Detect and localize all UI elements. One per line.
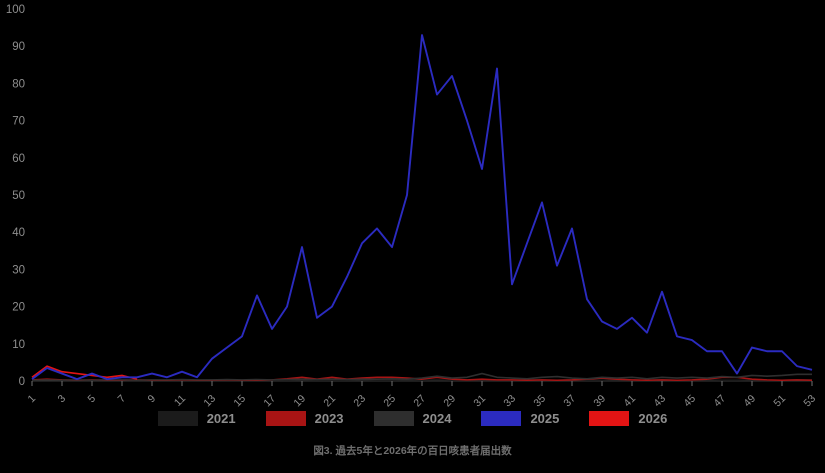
series-line-2025 xyxy=(31,34,813,381)
x-tick-label: 27 xyxy=(411,393,428,410)
x-tick-label: 37 xyxy=(561,393,578,410)
legend-label-2025: 2025 xyxy=(530,411,560,426)
legend-label-2023: 2023 xyxy=(314,411,344,426)
x-tick-label: 47 xyxy=(711,393,728,410)
y-tick-label: 0 xyxy=(19,376,25,388)
x-tick-label: 33 xyxy=(501,393,518,410)
x-tick-label: 13 xyxy=(201,393,218,410)
x-tick-label: 1 xyxy=(26,393,39,406)
legend-swatch-2025 xyxy=(481,411,522,426)
x-tick-label: 25 xyxy=(381,393,398,410)
y-tick-label: 10 xyxy=(12,339,25,351)
x-tick-label: 29 xyxy=(441,393,458,410)
x-tick-label: 11 xyxy=(172,393,188,409)
chart-title: 図3. 過去5年と2026年の百日咳患者届出数 xyxy=(313,445,512,457)
x-tick-label: 23 xyxy=(351,393,368,410)
legend-swatch-2024 xyxy=(373,411,414,426)
x-tick-label: 15 xyxy=(231,393,248,410)
x-tick-label: 7 xyxy=(116,393,129,406)
x-tick-label: 19 xyxy=(291,393,308,410)
legend-item-2021: 2021 xyxy=(157,411,236,426)
legend-item-2026: 2026 xyxy=(589,411,667,426)
x-tick-label: 31 xyxy=(471,393,488,410)
legend-label-2024: 2024 xyxy=(422,411,452,426)
x-tick-label: 5 xyxy=(86,393,99,406)
y-tick-label: 40 xyxy=(12,227,25,239)
x-tick-label: 21 xyxy=(321,393,338,410)
legend-swatch-2021 xyxy=(157,411,198,426)
legend-item-2023: 2023 xyxy=(265,411,344,426)
y-tick-label: 60 xyxy=(12,153,25,165)
x-tick-label: 39 xyxy=(591,393,608,410)
legend-item-2025: 2025 xyxy=(481,411,559,426)
x-tick-label: 41 xyxy=(621,393,638,410)
y-tick-label: 20 xyxy=(12,302,25,314)
y-tick-label: 80 xyxy=(12,78,25,90)
x-tick-label: 43 xyxy=(651,393,668,410)
legend-label-2021: 2021 xyxy=(206,411,236,426)
x-tick-label: 9 xyxy=(146,393,159,406)
series-line-2026 xyxy=(31,365,138,380)
x-tick-label: 45 xyxy=(681,393,698,410)
series-line-2024 xyxy=(31,372,812,382)
y-tick-label: 90 xyxy=(12,41,25,53)
legend-swatch-2023 xyxy=(265,411,306,426)
y-tick-label: 30 xyxy=(12,264,25,276)
x-tick-label: 17 xyxy=(261,393,278,410)
y-tick-label: 70 xyxy=(12,116,25,128)
legend-item-2024: 2024 xyxy=(373,411,452,426)
chart-legend: 2021 2023 2024 2025 2026 xyxy=(0,411,825,426)
legend-label-2026: 2026 xyxy=(638,411,668,426)
legend-swatch-2026 xyxy=(589,411,630,426)
x-tick-label: 35 xyxy=(531,393,548,410)
x-tick-label: 49 xyxy=(741,393,758,410)
x-tick-label: 53 xyxy=(801,393,818,410)
x-tick-label: 51 xyxy=(771,393,788,410)
x-tick-label: 3 xyxy=(56,393,69,406)
y-tick-label: 50 xyxy=(12,190,25,202)
y-tick-label: 100 xyxy=(6,4,25,16)
